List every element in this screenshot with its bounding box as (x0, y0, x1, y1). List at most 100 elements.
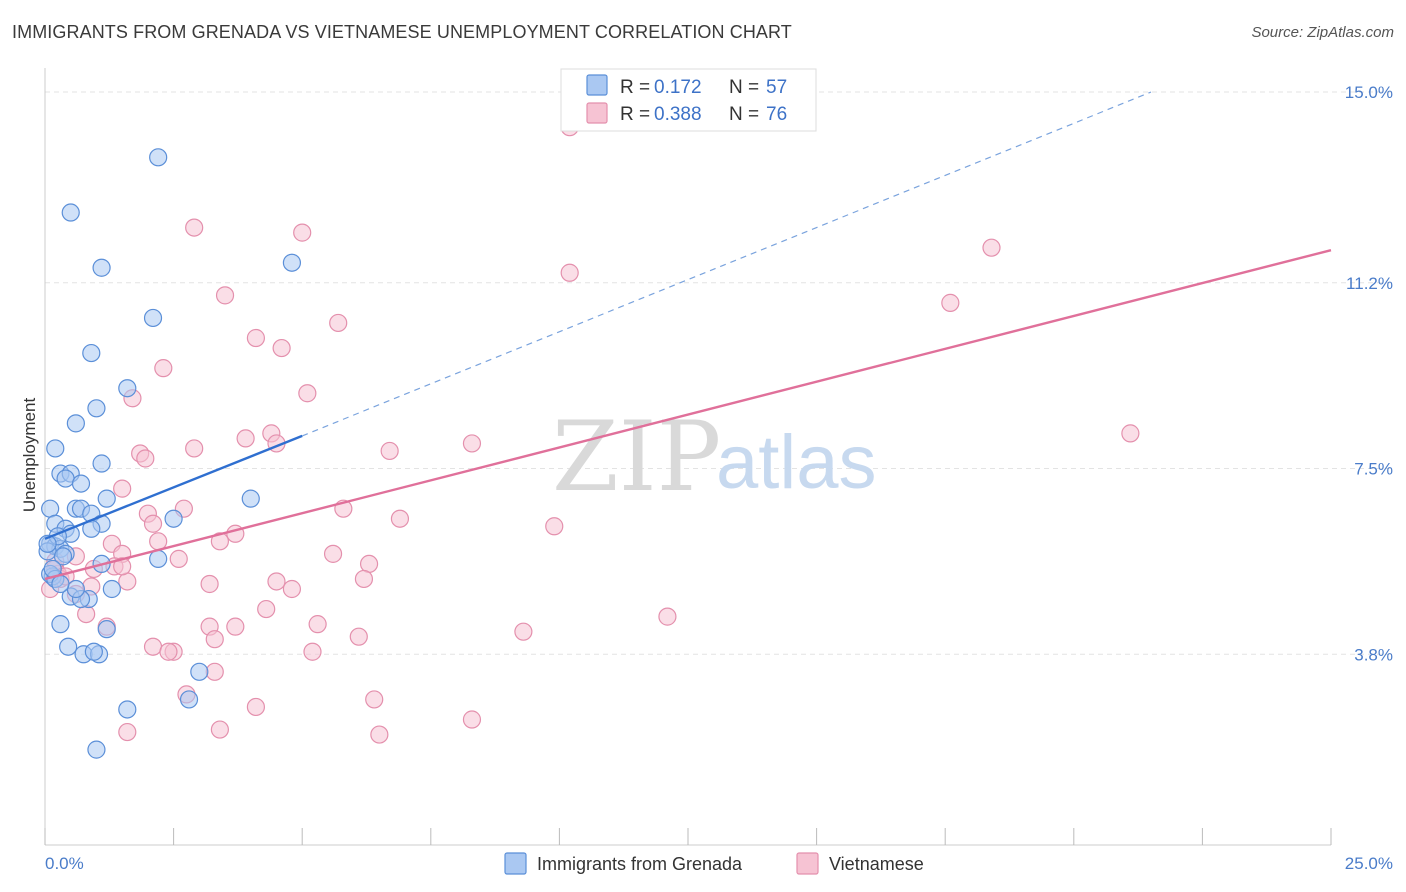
vietnamese-point (349, 627, 368, 646)
legend-r-label-grenada: R = (620, 77, 650, 98)
trend-layer (44, 91, 1332, 581)
vietnamese-point (185, 439, 204, 458)
vietnamese-point (982, 238, 1001, 257)
bottom-legend: Immigrants from Grenada Vietnamese (504, 852, 924, 875)
grenada-point (41, 499, 60, 518)
grenada-point (87, 740, 106, 759)
vietnamese-point (545, 517, 564, 536)
chart-source: Source: ZipAtlas.com (1251, 24, 1394, 41)
grenada-point (164, 509, 183, 528)
vietnamese-point (169, 549, 188, 568)
vietnamese-point (159, 642, 178, 661)
vietnamese-point (560, 263, 579, 282)
vietnamese-point (226, 617, 245, 636)
grenada-point (87, 399, 106, 418)
grenada-point (66, 414, 85, 433)
chart-title: IMMIGRANTS FROM GRENADA VS VIETNAMESE UN… (12, 22, 792, 42)
grenada-point (56, 469, 75, 488)
vietnamese-point (246, 328, 266, 348)
grenada-point (118, 700, 137, 719)
grenada-point (92, 258, 111, 277)
watermark-atlas: atlas (716, 420, 877, 505)
vietnamese-point (185, 218, 204, 237)
grenada-trend-extension (301, 91, 1152, 437)
vietnamese-point (462, 434, 482, 453)
y-axis-title: Unemployment (20, 398, 39, 513)
vietnamese-trend-line (44, 249, 1332, 581)
vietnamese-point (658, 607, 677, 626)
vietnamese-point (215, 286, 235, 305)
y-tick-label: 15.0% (1345, 83, 1393, 102)
watermark-zip: ZIP (552, 401, 721, 513)
vietnamese-point (143, 637, 163, 656)
vietnamese-point (380, 441, 399, 461)
bottom-legend-swatch-grenada (504, 852, 527, 875)
legend-n-value-grenada: 57 (766, 77, 787, 98)
vietnamese-point (298, 384, 317, 403)
vietnamese-point (282, 579, 302, 599)
grenada-point (282, 253, 302, 272)
legend-r-value-vietnamese: 0.388 (654, 104, 702, 125)
grenada-point (143, 308, 163, 328)
vietnamese-point (118, 572, 137, 591)
vietnamese-point (210, 532, 229, 551)
vietnamese-point (272, 338, 291, 358)
vietnamese-point (154, 359, 173, 378)
grenada-point (179, 690, 199, 709)
vietnamese-point (113, 479, 132, 498)
grenada-point (71, 474, 91, 493)
vietnamese-point (1121, 424, 1140, 443)
legend-n-label-vietnamese: N = (729, 104, 759, 125)
y-tick-label: 11.2% (1346, 274, 1393, 293)
grenada-point (82, 343, 101, 363)
vietnamese-point (267, 572, 286, 591)
vietnamese-point (236, 429, 255, 448)
top-legend: R = 0.172 N = 57 R = 0.388 N = 76 (560, 68, 817, 132)
x-tick-label-min: 0.0% (45, 854, 84, 873)
legend-swatch-grenada (586, 74, 608, 96)
vietnamese-point (246, 697, 266, 717)
legend-n-value-vietnamese: 76 (766, 104, 787, 125)
grenada-point (46, 439, 65, 458)
vietnamese-point (257, 599, 276, 619)
vietnamese-point (205, 662, 224, 681)
grenada-point (118, 379, 137, 398)
vietnamese-point (390, 509, 410, 528)
vietnamese-point (143, 514, 163, 533)
legend-r-label-vietnamese: R = (620, 104, 650, 125)
grenada-point (53, 547, 73, 566)
grenada-point (59, 637, 78, 656)
vietnamese-point (303, 642, 322, 661)
grenada-point (241, 489, 260, 508)
vietnamese-point (370, 725, 389, 744)
vietnamese-point (365, 690, 384, 709)
grenada-point (102, 579, 121, 599)
vietnamese-point (308, 615, 327, 634)
axes-layer: 0.0% 25.0% (44, 68, 1393, 873)
vietnamese-point (941, 293, 960, 312)
grenada-point (149, 549, 168, 568)
legend-r-value-grenada: 0.172 (654, 77, 702, 98)
grenada-point (190, 662, 209, 681)
vietnamese-point (118, 722, 137, 742)
x-tick-label-max: 25.0% (1345, 854, 1393, 873)
vietnamese-point (149, 532, 168, 551)
vietnamese-point (113, 557, 132, 576)
vietnamese-point (359, 554, 379, 574)
legend-swatch-vietnamese (586, 102, 608, 124)
y-tick-label: 3.8% (1354, 645, 1393, 664)
bottom-legend-swatch-vietnamese (796, 852, 819, 875)
vietnamese-point (329, 313, 348, 333)
grenada-point (97, 620, 116, 639)
bottom-legend-label-vietnamese: Vietnamese (829, 854, 924, 874)
vietnamese-point (205, 630, 224, 649)
y-tick-label: 7.5% (1354, 460, 1393, 479)
watermark: ZIP atlas (552, 401, 877, 513)
legend-n-label-grenada: N = (729, 77, 759, 98)
bottom-legend-label-grenada: Immigrants from Grenada (537, 854, 743, 874)
grenada-trend-line (44, 434, 303, 540)
vietnamese-point (77, 604, 96, 624)
vietnamese-point (354, 569, 374, 589)
grenada-point (38, 534, 57, 553)
